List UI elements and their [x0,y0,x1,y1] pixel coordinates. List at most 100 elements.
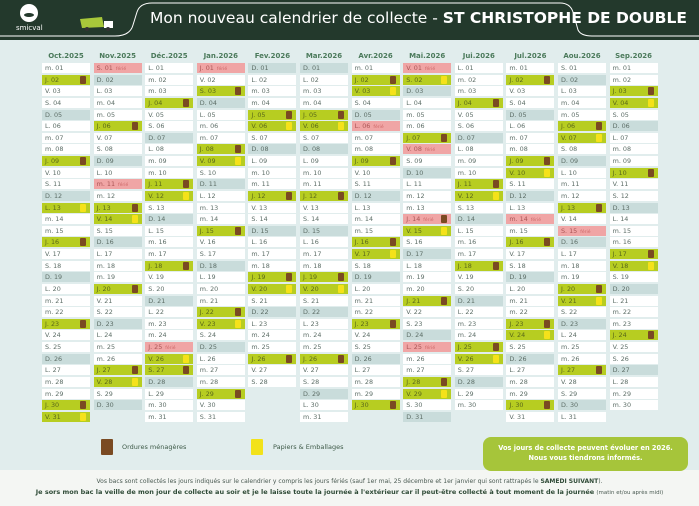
day-label: S. 29 [561,389,578,398]
day-cell: m. 24 [145,330,194,341]
day-cell: L. 16 [300,237,348,248]
day-label: J. 18 [148,261,163,270]
day-cell: m. 26 [93,353,142,364]
page-title: Mon nouveau calendrier de collecte - ST … [150,9,687,27]
ordures-bin-icon [389,157,396,166]
day-cell: V. 31 [42,411,90,422]
day-label: S. 18 [45,261,62,270]
info-text-end: ). [598,478,603,485]
day-cell: m. 29 [506,388,555,399]
day-label: D. 09 [561,157,579,166]
day-cell: D. 07 [454,132,503,143]
day-cell: V. 11 [609,179,658,190]
day-cell: J. 23 [351,318,400,329]
day-cell: m. 31 [300,411,348,422]
day-cell: J. 04 [454,97,503,108]
day-cell: m. 29 [609,388,658,399]
day-cell: m. 06 [403,121,452,132]
day-cell: D. 16 [93,237,142,248]
day-label: J. 04 [148,98,163,107]
day-cell: V. 15 [403,225,452,236]
day-label: D. 19 [354,273,372,282]
day-label: D. 28 [148,378,166,386]
day-label: J. 26 [251,354,266,363]
day-label: S. 07 [251,133,268,142]
month-column: Aou.2026 S. 01 D. 02 L. 03 m. 04 m. 05 J. 06 V.… [558,50,606,422]
day-label: m. 19 [561,273,580,282]
day-label: L. 25 [406,343,422,352]
day-label: S. 13 [457,203,475,212]
day-cell: m. 19 [93,272,142,283]
day-label: J. 06 [96,122,111,131]
day-label: m. 24 [148,331,167,340]
day-cell: m. 29 [42,388,90,399]
day-label: D. 26 [45,354,63,363]
day-label: L. 24 [96,331,113,340]
day-label: L. 19 [199,273,216,282]
day-cell: L. 18 [403,260,452,271]
day-cell: S. 12 [609,190,658,201]
day-cell: m. 11 [558,179,606,190]
day-cell: J. 05 [300,109,348,120]
day-cell: L. 08 [145,144,194,155]
month-name: Jan.2026 [203,52,239,60]
day-label: m. 01 [612,64,632,72]
papiers-bin-icon [80,412,86,421]
day-cell: J. 20 [558,283,606,294]
ordures-bin-icon [80,401,86,410]
day-label: m. 30 [612,401,632,410]
day-cell: V. 24 [42,330,90,341]
day-label: J. 26 [303,354,318,363]
day-label: D. 08 [303,145,321,154]
day-label: L. 22 [148,308,164,317]
day-label: D. 13 [612,203,630,212]
day-label: S. 11 [45,180,62,189]
day-cell: L. 06 [506,121,555,132]
ordures-bin-icon [234,145,241,154]
day-label: m. 28 [45,378,64,386]
day-cell: m. 26 [403,353,452,364]
day-cell: m. 23 [609,318,658,329]
day-label: V. 13 [303,203,319,212]
day-label: m. 22 [354,308,374,317]
day-cell: D. 22 [248,307,297,318]
day-label: J. 09 [509,157,524,166]
ordures-bin-icon [183,366,190,375]
day-cell: m. 09 [454,156,503,167]
day-label: L. 17 [96,250,113,259]
month-column: Sep.2026 m. 01 m. 02 J. 03 V. 04 S. 05 D. 06 L.… [609,50,658,411]
day-cell: D. 12 [42,190,90,201]
day-cell: D. 29 [300,388,348,399]
day-cell: J. 09 [506,156,555,167]
day-label: m. 17 [148,250,167,259]
day-cell: J. 30 [506,400,555,411]
day-label: m. 26 [96,354,116,363]
day-cell: m. 28 [351,377,400,387]
day-label: D. 26 [509,354,527,363]
day-label: V. 28 [561,378,577,386]
legend-papiers: Papiers & Emballages [273,443,344,451]
day-cell: J. 12 [300,190,348,201]
day-cell: D. 27 [609,365,658,376]
day-cell: L. 12 [196,190,245,201]
papiers-bin-icon [596,296,602,305]
day-label: m. 21 [45,296,64,305]
day-cell: m. 24 [248,330,297,341]
papiers-bin-icon [286,122,293,131]
day-label: m. 14 [45,215,64,224]
day-cell: L. 23 [248,318,297,329]
day-cell: V. 04 [609,97,658,108]
day-cell: m. 05 [93,109,142,120]
day-label: L. 02 [303,75,319,84]
day-label: m. 17 [457,250,477,259]
holiday-label: férié [216,67,228,72]
day-cell: m. 10 [145,167,194,178]
ordures-bin-icon [183,261,190,270]
day-label: V. 10 [354,168,371,177]
day-cell: m. 07 [196,132,245,143]
ordures-bin-icon [389,319,396,328]
day-label: L. 31 [561,412,577,421]
day-label: D. 19 [509,273,527,282]
ordures-bin-icon [234,87,241,96]
ordures-bin-icon [544,401,551,410]
